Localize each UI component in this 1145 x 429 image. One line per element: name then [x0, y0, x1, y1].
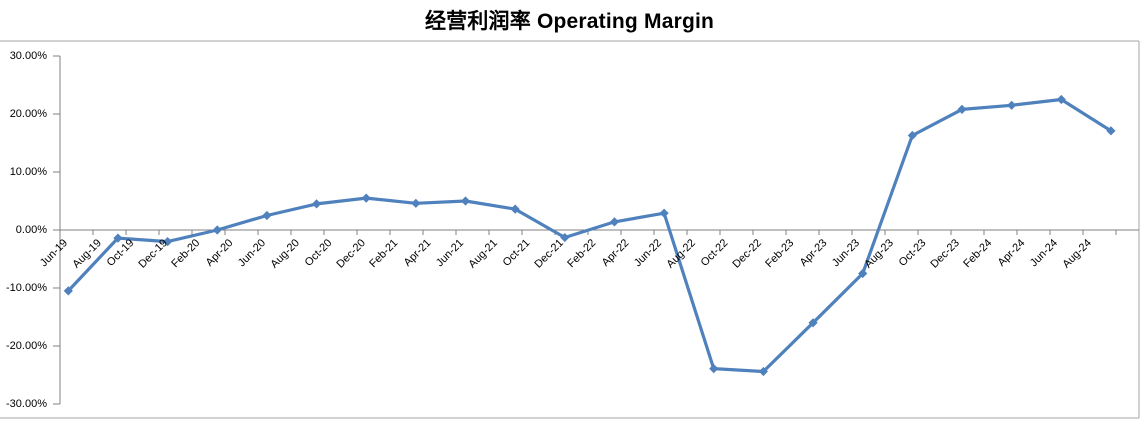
data-point-marker	[808, 318, 818, 328]
data-point-marker	[1056, 94, 1066, 105]
y-axis-label: 10.00%	[9, 166, 47, 178]
y-axis-label: 30.00%	[9, 50, 47, 62]
data-point-marker	[63, 286, 73, 296]
data-point-marker	[1106, 126, 1116, 136]
data-point-marker	[361, 193, 371, 203]
data-point-marker	[113, 233, 123, 243]
data-point-marker	[858, 268, 868, 279]
data-point-marker	[957, 104, 967, 114]
data-point-marker	[262, 210, 272, 221]
y-axis-label: -10.00%	[6, 282, 47, 294]
data-point-marker	[460, 196, 471, 206]
data-point-marker	[560, 232, 570, 243]
data-point-marker	[311, 199, 322, 209]
data-point-marker	[758, 366, 768, 377]
data-point-marker	[212, 225, 222, 235]
y-axis-label: -20.00%	[6, 340, 47, 352]
data-point-marker	[709, 364, 719, 374]
y-axis-label: -30.00%	[6, 398, 47, 410]
y-axis-label: 0.00%	[15, 224, 47, 236]
chart-title: 经营利润率 Operating Margin	[424, 10, 715, 33]
data-point-marker	[907, 130, 917, 141]
data-point-marker	[1007, 100, 1017, 110]
series-line	[66, 97, 1113, 374]
y-axis-label: 20.00%	[9, 108, 47, 120]
data-point-marker	[659, 208, 669, 218]
data-point-marker	[411, 198, 421, 208]
data-point-marker	[609, 217, 620, 227]
data-point-marker	[510, 204, 520, 214]
data-point-marker	[163, 237, 173, 247]
